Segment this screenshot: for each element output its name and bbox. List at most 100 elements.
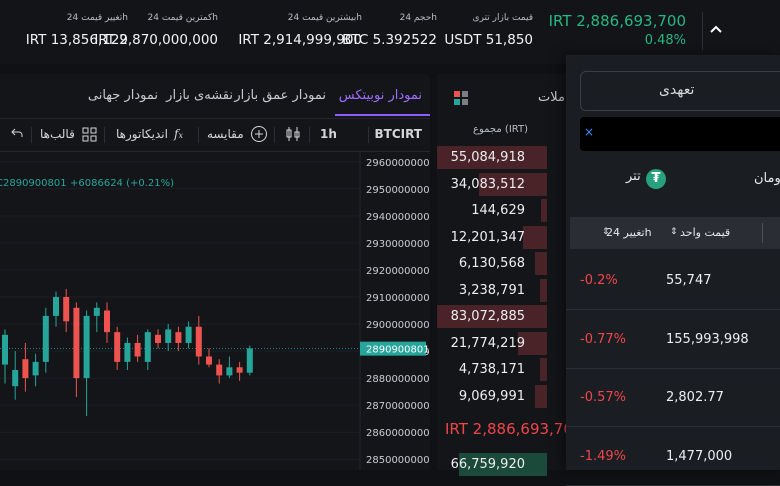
market-table-header: تغییر 24h ⇕ قیمت واحد ⇕ [570, 217, 780, 249]
depth-bar [479, 172, 547, 196]
ask-row[interactable]: 144,629 [437, 198, 567, 223]
candle-body [165, 329, 172, 343]
candle [144, 329, 151, 370]
depth-bar [540, 278, 547, 302]
total-value: 9,069,991 [458, 388, 525, 404]
y-tick-label: 2900000000 [366, 320, 430, 331]
y-tick-label: 2950000000 [366, 185, 430, 196]
add-compare-icon[interactable] [250, 125, 268, 146]
divider [762, 223, 763, 243]
depth-bar [540, 358, 547, 381]
candle [104, 302, 110, 343]
depth-bar [541, 199, 547, 222]
total-value: 3,238,791 [458, 282, 525, 298]
candle-body [22, 359, 29, 379]
ask-row[interactable]: 34,083,512 [437, 172, 567, 197]
grid-layout-icon[interactable] [82, 127, 97, 145]
total-value: 21,774,219 [450, 335, 525, 351]
market-search-input[interactable]: × [580, 117, 780, 151]
tab-nobitex-chart[interactable]: نمودار نوبیتکس [338, 88, 422, 103]
ask-row[interactable]: 12,201,347 [437, 225, 567, 250]
undo-icon[interactable] [10, 126, 24, 143]
interval-button[interactable]: 1h [320, 127, 337, 141]
bid-row[interactable]: 66,759,920 [437, 452, 567, 477]
market-row[interactable]: -0.57% 2,802.77 [566, 370, 780, 427]
candle-body [236, 367, 243, 373]
compare-button[interactable]: مقایسه [207, 127, 244, 141]
ask-row[interactable]: 55,084,918 [437, 145, 567, 170]
sort-icon[interactable]: ⇕ [670, 227, 678, 237]
total-value: 34,083,512 [450, 176, 525, 192]
candle-body [32, 361, 39, 376]
current-price-label: 2890900801 [366, 345, 430, 356]
stat-label: بیشترین قیمت 24h [287, 13, 362, 23]
ask-row[interactable]: 3,238,791 [437, 278, 567, 303]
depth-bar [437, 146, 547, 169]
candle-body [175, 332, 182, 343]
current-price-tag [360, 341, 426, 356]
chart-panel: نمودار نوبیتکس نمودار عمق بازار نقشه‌ی ب… [0, 74, 430, 470]
tab-tether[interactable]: تتر [626, 169, 641, 184]
unit-price-value: 2,802.77 [666, 390, 724, 405]
order-book-title: ملات [538, 90, 565, 105]
total-value: 4,738,171 [458, 362, 525, 377]
change-24h-value: -1.49% [580, 448, 626, 464]
ask-row[interactable]: 9,069,991 [437, 384, 567, 409]
symbol-button[interactable]: BTCIRT [374, 127, 423, 141]
candle-body [53, 296, 59, 316]
column-total-header: مجموع (IRT) [473, 124, 528, 135]
stat-value: BTC 5.392522 [342, 32, 437, 48]
ask-row[interactable]: 6,130,568 [437, 251, 567, 276]
divider [198, 127, 199, 143]
candle-body [226, 367, 233, 376]
stat-value: USDT 51,850 [444, 32, 533, 48]
ask-row[interactable]: 4,738,171 [437, 357, 567, 382]
market-mode-label: تعهدی [659, 82, 695, 98]
divider [104, 127, 105, 143]
candle [22, 342, 29, 392]
tab-global-chart[interactable]: نمودار جهانی [87, 88, 158, 103]
candle [226, 356, 233, 379]
total-value: 144,629 [471, 203, 525, 218]
clear-icon[interactable]: × [584, 125, 595, 139]
tab-market-map[interactable]: نقشه‌ی بازار [166, 88, 233, 103]
candle-body [185, 326, 192, 343]
y-tick-label: 2960000000 [366, 158, 430, 169]
price-chart[interactable]: 2960000000 2950000000 2940000000 2930000000… [0, 151, 430, 470]
header-change-24h[interactable]: تغییر 24h [606, 226, 652, 239]
templates-button[interactable]: قالب‌ها [40, 127, 75, 141]
function-icon[interactable]: fx [174, 127, 183, 141]
tab-depth-chart[interactable]: نمودار عمق بازار [234, 88, 326, 103]
candle-style-icon[interactable] [286, 126, 300, 145]
chart-delta-readout: +6086624 (+0.21%) [70, 178, 174, 189]
candle [236, 361, 243, 381]
candle [53, 291, 59, 327]
candle-body [124, 342, 131, 362]
chart-grid [0, 161, 360, 460]
y-tick-label: 2930000000 [366, 239, 430, 250]
candle [206, 348, 212, 368]
total-value: 12,201,347 [450, 229, 525, 245]
active-tab-indicator [335, 114, 430, 116]
ask-row[interactable]: 83,072,885 [437, 304, 567, 329]
market-row[interactable]: -1.49% 1,477,000 [566, 429, 780, 486]
chevron-up-icon[interactable] [704, 18, 728, 42]
market-row[interactable]: -0.77% 155,993,998 [566, 312, 780, 369]
ask-row[interactable]: 21,774,219 [437, 331, 567, 356]
indicators-button[interactable]: اندیکاتورها [116, 127, 168, 141]
stat-label: کمترین قیمت 24h [147, 13, 218, 23]
stat-label: حجم 24h [399, 13, 437, 23]
stat-value: IRT 2,870,000,000 [94, 32, 218, 48]
total-value: 6,130,568 [458, 256, 525, 271]
unit-price-value: 55,747 [666, 273, 712, 288]
candle [155, 329, 161, 349]
candle-body [195, 326, 202, 357]
candle [124, 337, 131, 370]
header-unit-price[interactable]: قیمت واحد [680, 226, 731, 239]
tab-toman[interactable]: ومان [754, 171, 780, 186]
market-mode-select[interactable]: تعهدی [580, 71, 780, 111]
stat-24h-volume: حجم 24h BTC 5.392522 [309, 0, 439, 64]
sort-icon[interactable]: ⇕ [602, 227, 610, 237]
book-layout-icon[interactable] [454, 91, 468, 105]
market-row[interactable]: -0.2% 55,747 [566, 253, 780, 310]
